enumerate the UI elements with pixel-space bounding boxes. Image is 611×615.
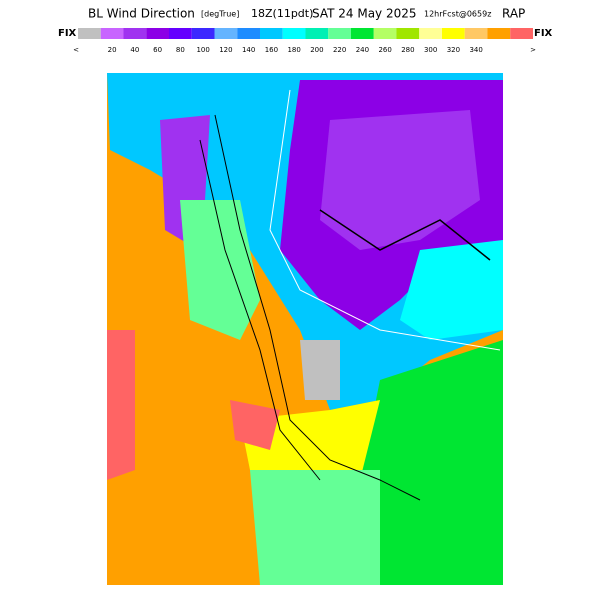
region [230, 400, 280, 450]
region [180, 200, 260, 340]
colorbar-swatch [214, 28, 238, 39]
colorbar-swatch [191, 28, 215, 39]
colorbar-label: 260 [378, 46, 391, 54]
colorbar-label: 280 [401, 46, 414, 54]
contour [319, 209, 491, 261]
colorbar-swatch [464, 28, 488, 39]
colorbar-swatch [373, 28, 397, 39]
colorbar-swatch [78, 28, 101, 39]
colorbar-high: > [530, 46, 536, 54]
colorbar-swatch [328, 28, 351, 39]
model: RAP [502, 7, 525, 21]
colorbar-label: 180 [287, 46, 300, 54]
colorbar-swatch [396, 28, 420, 39]
colorbar-swatch [510, 28, 533, 39]
region [360, 340, 503, 585]
region [250, 470, 380, 585]
colorbar-swatch [123, 28, 147, 39]
region [300, 340, 340, 400]
colorbar-swatch [419, 28, 442, 39]
colorbar-low: < [73, 46, 79, 54]
colorbar-swatch [146, 28, 169, 39]
contour [199, 139, 321, 481]
colorbar-label: 340 [469, 46, 482, 54]
colorbar-label: 240 [356, 46, 369, 54]
region [400, 240, 503, 340]
colorbar-swatch [282, 28, 306, 39]
colorbar-label: 100 [196, 46, 209, 54]
colorbar-label: 300 [424, 46, 437, 54]
colorbar-label: 160 [265, 46, 278, 54]
colorbar-swatch [305, 28, 329, 39]
colorbar-label: 140 [242, 46, 255, 54]
state-border [269, 89, 501, 351]
colorbar-swatch [351, 28, 374, 39]
colorbar-label: 60 [153, 46, 162, 54]
colorbar-label: 220 [333, 46, 346, 54]
colorbar-swatch [442, 28, 465, 39]
colorbar-swatch [237, 28, 260, 39]
units: [degTrue] [201, 10, 239, 19]
colorbar-right-label: FIX [534, 28, 553, 39]
colorbar-swatch [487, 28, 511, 39]
colorbar-label: 20 [108, 46, 117, 54]
colorbar-label: 40 [130, 46, 139, 54]
colorbar-label: 80 [176, 46, 185, 54]
valid-time: 18Z(11pdt) [251, 7, 313, 20]
title: BL Wind Direction [88, 7, 195, 21]
region [107, 330, 135, 480]
colorbar-label: 320 [447, 46, 460, 54]
contour [214, 114, 421, 501]
colorbar-label: 200 [310, 46, 323, 54]
colorbar-swatch [169, 28, 192, 39]
map [107, 73, 503, 585]
colorbar: 20 40 60 80 100 120 140 160 180 200 220 240 260 280 30… [73, 28, 536, 54]
colorbar-swatch [100, 28, 124, 39]
colorbar-label: 120 [219, 46, 232, 54]
forecast: 12hrFcst@0659z [424, 10, 491, 19]
valid-date: SAT 24 May 2025 [312, 7, 417, 21]
region [320, 110, 480, 250]
colorbar-left-label: FIX [58, 28, 77, 39]
colorbar-swatch [260, 28, 283, 39]
